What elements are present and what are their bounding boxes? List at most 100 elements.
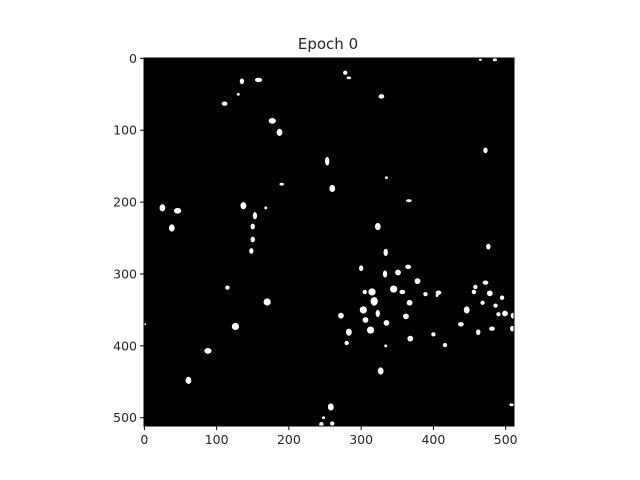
mask-blob (221, 101, 228, 106)
mask-blob (384, 344, 388, 348)
mask-blob (362, 289, 367, 295)
mask-blob (279, 182, 284, 186)
image-background (144, 58, 514, 426)
mask-blob (395, 269, 401, 276)
mask-blob (168, 224, 175, 232)
y-tick-label: 500 (113, 410, 137, 425)
mask-blob (343, 70, 348, 75)
mask-blob (144, 323, 147, 326)
mask-blob (362, 317, 369, 323)
x-tick-label: 0 (140, 432, 148, 447)
mask-blob (345, 328, 352, 336)
mask-blob (423, 291, 428, 297)
x-tick-label: 100 (205, 432, 229, 447)
mask-blob (370, 296, 378, 306)
y-tick-label: 0 (129, 51, 137, 66)
mask-blob (173, 207, 182, 214)
mask-blob (344, 340, 349, 346)
mask-blob (442, 342, 448, 348)
segmentation-mask (144, 58, 514, 426)
mask-blob (346, 76, 352, 80)
mask-blob (240, 202, 247, 210)
mask-blob (327, 403, 334, 411)
mask-blob (375, 309, 380, 318)
mask-blob (252, 212, 258, 220)
mask-blob (431, 332, 436, 337)
mask-blob (510, 325, 514, 332)
mask-blob (330, 421, 335, 426)
mask-blob (325, 156, 330, 166)
mask-blob (403, 313, 409, 320)
x-tick-label: 300 (349, 432, 373, 447)
mask-blob (250, 223, 255, 230)
mask-blob (329, 184, 336, 193)
mask-blob (239, 78, 245, 85)
mask-blob (480, 300, 485, 305)
mask-blob (473, 284, 478, 290)
mask-blob (322, 416, 326, 420)
mask-blob (476, 329, 481, 336)
mask-blob (407, 335, 414, 342)
x-axis: 0 100 200 300 400 500 (140, 426, 518, 447)
mask-blob (264, 206, 268, 210)
mask-blob (471, 289, 477, 295)
mask-blob (231, 322, 240, 331)
mask-blob (383, 248, 388, 257)
mask-blob (366, 326, 375, 334)
y-axis: 0 100 200 300 400 500 (113, 51, 144, 425)
mask-blob (225, 285, 230, 290)
mask-blob (492, 58, 498, 62)
chart-title: Epoch 0 (298, 35, 358, 53)
mask-blob (268, 118, 276, 124)
y-tick-label: 100 (113, 123, 137, 138)
mask-blob (254, 77, 263, 83)
mask-blob (486, 290, 493, 297)
mask-blob (358, 265, 364, 272)
mask-blob (510, 312, 514, 319)
mask-blob (463, 306, 470, 314)
mask-blob (382, 270, 388, 278)
x-tick-label: 500 (494, 432, 518, 447)
mask-blob (399, 289, 406, 295)
mask-blob (383, 319, 390, 326)
mask-blob (378, 94, 385, 99)
mask-blob (249, 248, 254, 254)
mask-blob (493, 303, 498, 308)
y-tick-label: 400 (113, 338, 137, 353)
y-tick-label: 200 (113, 195, 137, 210)
mask-blob (368, 288, 376, 296)
mask-blob (319, 422, 324, 426)
mask-blob (338, 312, 344, 319)
mask-blob (276, 128, 283, 136)
mask-blob (435, 290, 442, 295)
mask-blob (359, 306, 367, 314)
mask-blob (483, 147, 488, 154)
mask-blob (250, 236, 255, 243)
x-tick-label: 400 (421, 432, 445, 447)
mask-blob (185, 376, 192, 384)
mask-blob (405, 264, 412, 269)
mask-blob (502, 310, 508, 317)
mask-blob (236, 92, 240, 96)
plot-area (143, 57, 515, 427)
mask-blob (374, 222, 381, 231)
x-tick-label: 200 (277, 432, 301, 447)
mask-blob (159, 204, 166, 212)
mask-blob (377, 367, 384, 375)
mask-blob (482, 280, 489, 285)
mask-blob (405, 199, 412, 203)
mask-blob (499, 295, 505, 300)
mask-blob (414, 278, 421, 285)
axes-frame (143, 57, 515, 427)
mask-blob (489, 326, 495, 331)
mask-blob (457, 322, 464, 327)
mask-blob (406, 299, 413, 306)
mask-blob (435, 294, 439, 297)
mask-blob (486, 243, 491, 250)
mask-blob (385, 176, 388, 180)
mask-blob (496, 312, 501, 317)
y-tick-label: 300 (113, 266, 137, 281)
mask-blob (509, 403, 514, 407)
mask-blob (204, 348, 212, 354)
